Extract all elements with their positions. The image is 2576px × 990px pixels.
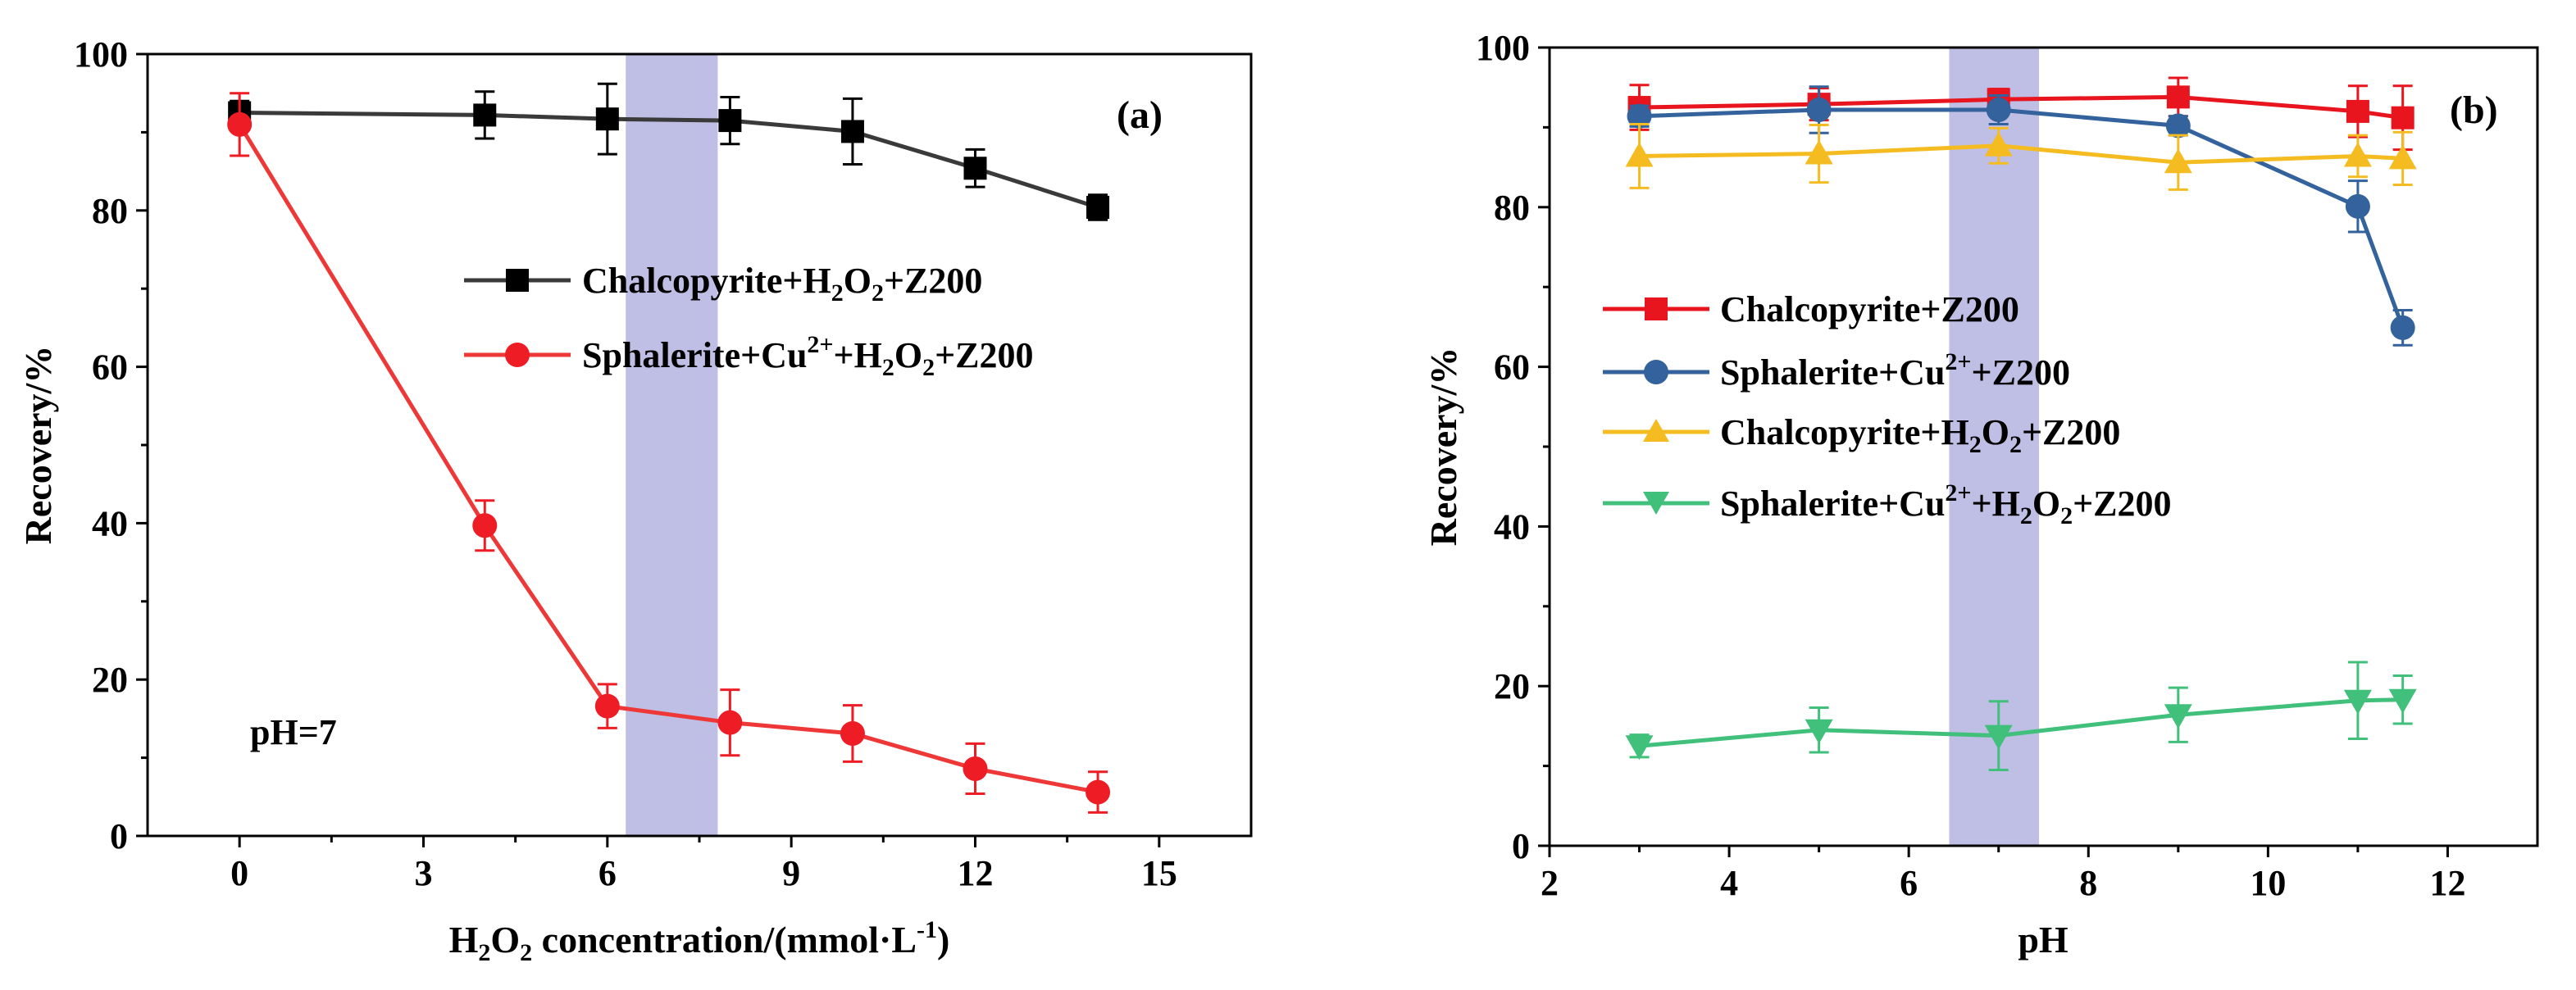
y-tick-label-a-2: 40	[92, 503, 128, 543]
y-tick-label-b-0: 0	[1512, 826, 1530, 866]
y-tick-label-b-5: 100	[1476, 28, 1530, 68]
x-tick-label-b-3: 8	[2079, 863, 2097, 903]
x-tick-label-a-1: 3	[415, 853, 433, 893]
data-point-a-1-3	[717, 710, 743, 735]
y-tick-label-a-0: 0	[110, 816, 128, 856]
x-tick-label-b-4: 10	[2250, 863, 2286, 903]
x-tick-label-a-4: 12	[958, 853, 994, 893]
legend-label-a-1: Sphalerite+Cu2++H2O2+Z200	[582, 331, 1033, 381]
x-axis-title-b: pH	[2018, 919, 2069, 960]
data-point-b-1-5	[2390, 315, 2415, 340]
legend-marker-a-0	[506, 269, 529, 292]
y-tick-label-b-3: 60	[1494, 347, 1530, 388]
annotation-ph: pH=7	[250, 712, 337, 752]
series-group-a	[227, 82, 1111, 814]
data-point-b-2-4	[2343, 142, 2372, 167]
legend-label-b-1: Sphalerite+Cu2++Z200	[1720, 348, 2070, 393]
data-point-a-1-0	[227, 111, 253, 137]
data-point-b-2-0	[1625, 142, 1654, 167]
ticks-b: 2 4 6 8 10 12 0 20 40 60 80 100	[1476, 28, 2465, 903]
y-axis-title-b: Recovery/%	[1422, 347, 1464, 547]
data-point-b-0-5	[2391, 106, 2414, 129]
data-point-a-1-2	[594, 693, 620, 719]
chart-panel-b: 2 4 6 8 10 12 0 20 40 60 80 100 Recovery/% pH (b) C…	[1422, 28, 2539, 960]
data-point-b-1-1	[1806, 97, 1832, 122]
x-tick-label-a-3: 9	[782, 853, 800, 893]
data-point-a-0-5	[963, 157, 987, 180]
data-point-a-1-5	[963, 756, 988, 781]
y-tick-label-a-5: 100	[74, 34, 128, 75]
y-tick-label-a-1: 20	[92, 660, 128, 700]
data-point-b-3-1	[1805, 719, 1833, 744]
data-point-a-1-4	[840, 721, 865, 747]
data-point-b-1-0	[1627, 103, 1652, 129]
legend-label-b-2: Chalcopyrite+H2O2+Z200	[1720, 412, 2120, 458]
series-group-b	[1625, 76, 2417, 771]
chart-panel-a: 0 3 6 9 12 15 0 20 40 60 80 100 Recovery/% H2O2 con…	[17, 34, 1253, 966]
data-point-b-2-5	[2388, 144, 2417, 170]
legend-label-b-3: Sphalerite+Cu2++H2O2+Z200	[1720, 479, 2171, 529]
data-point-b-1-4	[2345, 193, 2370, 219]
legend-marker-a-1	[505, 343, 530, 367]
y-tick-label-a-4: 80	[92, 191, 128, 231]
legend-label-a-0: Chalcopyrite+H2O2+Z200	[582, 261, 982, 307]
data-point-b-1-2	[1986, 97, 2011, 122]
x-tick-label-b-0: 2	[1541, 863, 1559, 903]
data-point-b-2-1	[1805, 139, 1833, 165]
data-point-b-0-3	[2166, 85, 2190, 109]
legend-marker-b-1	[1644, 360, 1668, 384]
data-point-a-0-4	[840, 120, 864, 143]
x-tick-label-a-0: 0	[230, 853, 248, 893]
x-tick-label-b-5: 12	[2429, 863, 2465, 903]
data-point-b-2-2	[1984, 131, 2013, 157]
highlight-band-a	[626, 54, 718, 836]
data-point-a-1-6	[1085, 779, 1111, 805]
data-point-b-3-5	[2388, 688, 2417, 714]
panel-label-b: (b)	[2450, 89, 2498, 132]
data-point-b-2-3	[2164, 148, 2192, 174]
data-point-a-0-2	[595, 107, 619, 131]
data-point-b-3-0	[1625, 735, 1654, 761]
data-point-b-3-4	[2343, 689, 2372, 715]
legend-marker-b-3	[1643, 492, 1669, 515]
legend-label-b-0: Chalcopyrite+Z200	[1720, 289, 2019, 329]
series-line-b-1	[1639, 107, 2405, 329]
data-point-b-0-4	[2346, 99, 2369, 123]
x-tick-label-b-2: 6	[1900, 863, 1918, 903]
data-point-a-1-1	[472, 513, 498, 538]
legend-marker-b-2	[1643, 419, 1669, 442]
y-tick-label-a-3: 60	[92, 347, 128, 388]
legend-marker-b-0	[1645, 297, 1668, 320]
x-tick-label-a-5: 15	[1141, 853, 1177, 893]
y-tick-label-b-2: 40	[1494, 506, 1530, 547]
y-tick-label-b-1: 20	[1494, 666, 1530, 706]
data-point-a-0-1	[473, 103, 497, 127]
data-point-a-0-6	[1086, 195, 1110, 219]
x-tick-label-b-1: 4	[1720, 863, 1738, 903]
data-point-b-1-3	[2165, 113, 2191, 139]
y-axis-title-a: Recovery/%	[17, 346, 59, 545]
y-tick-label-b-4: 80	[1494, 188, 1530, 228]
ticks-a: 0 3 6 9 12 15 0 20 40 60 80 100	[74, 34, 1177, 893]
x-axis-title-a: H2O2 concentration/(mmol·L-1)	[449, 916, 950, 966]
data-point-b-3-2	[1984, 724, 2013, 750]
highlight-band-b	[1949, 48, 2040, 846]
data-point-a-0-3	[718, 109, 742, 133]
legend-b: Chalcopyrite+Z200 Sphalerite+Cu2++Z200 C…	[1603, 289, 2171, 529]
x-tick-label-a-2: 6	[598, 853, 617, 893]
panel-label-a: (a)	[1117, 93, 1163, 137]
legend-a: Chalcopyrite+H2O2+Z200 Sphalerite+Cu2++H…	[464, 261, 1033, 381]
data-point-b-3-3	[2164, 704, 2192, 729]
